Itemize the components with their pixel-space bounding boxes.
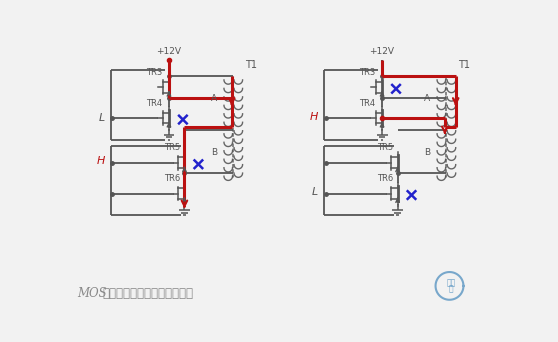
Text: 百月: 百月 (446, 278, 456, 287)
Text: TR3: TR3 (359, 68, 375, 77)
Text: L: L (311, 187, 318, 197)
Text: TR5: TR5 (377, 143, 393, 153)
Text: T1: T1 (245, 60, 257, 70)
Text: 辰: 辰 (449, 285, 453, 293)
Text: T1: T1 (458, 60, 470, 70)
Text: +12V: +12V (369, 47, 395, 56)
Text: A: A (424, 94, 430, 103)
Text: TR3: TR3 (146, 68, 162, 77)
Text: 场效应管电路部分的工作过程: 场效应管电路部分的工作过程 (102, 287, 193, 300)
Text: A: A (211, 94, 217, 103)
Text: H: H (309, 111, 318, 121)
Text: TR5: TR5 (164, 143, 180, 153)
Text: TR6: TR6 (164, 174, 181, 183)
Text: B: B (424, 148, 430, 157)
Text: MOS: MOS (78, 287, 107, 300)
Text: +12V: +12V (156, 47, 181, 56)
Text: TR6: TR6 (377, 174, 394, 183)
Text: H: H (96, 156, 105, 166)
Text: L: L (98, 113, 105, 123)
Text: TR4: TR4 (146, 99, 162, 108)
Text: TR4: TR4 (359, 99, 375, 108)
Text: B: B (211, 148, 217, 157)
